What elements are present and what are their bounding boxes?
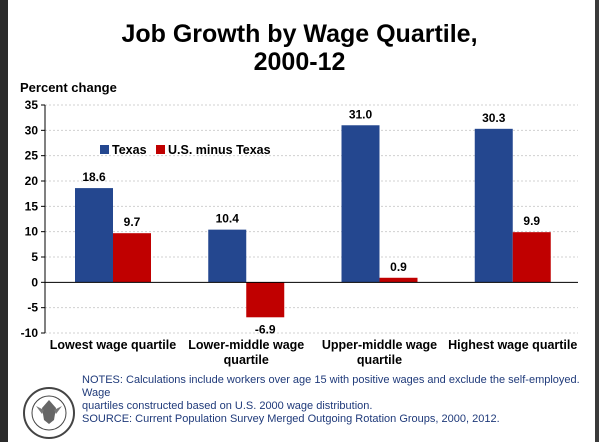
x-category-label: Lower-middle wage xyxy=(188,338,304,352)
chart-title-line-1: Job Growth by Wage Quartile, xyxy=(121,20,478,48)
y-tick-label: 30 xyxy=(25,123,39,137)
y-tick-label: -5 xyxy=(27,301,38,315)
data-label: 31.0 xyxy=(349,107,373,121)
bar-texas xyxy=(341,125,380,283)
notes-line-3: SOURCE: Current Population Survey Merged… xyxy=(82,413,500,425)
y-tick-label: 35 xyxy=(25,98,39,112)
bar-us-minus-texas xyxy=(246,282,285,318)
data-label: 0.9 xyxy=(390,260,407,274)
notes-line-1: NOTES: Calculations include workers over… xyxy=(82,374,580,399)
x-category-label: quartile xyxy=(224,353,269,367)
left-border xyxy=(0,0,8,442)
federal-reserve-seal-icon xyxy=(23,387,75,439)
y-axis-title: Percent change xyxy=(20,80,117,95)
y-tick-label: 25 xyxy=(25,149,39,163)
chart-title-line-2: 2000-12 xyxy=(253,48,346,76)
bar-texas xyxy=(75,188,113,283)
chart-notes: NOTES: Calculations include workers over… xyxy=(82,374,587,426)
legend-texas-swatch xyxy=(100,145,109,154)
data-label: 10.4 xyxy=(216,212,240,226)
bar-us-minus-texas xyxy=(379,277,418,283)
legend-texas-label: Texas xyxy=(112,143,147,157)
data-label: 9.7 xyxy=(124,215,141,229)
data-label: 30.3 xyxy=(482,111,506,125)
x-category-label: Lowest wage quartile xyxy=(50,338,176,352)
legend-us-minus-texas-swatch xyxy=(156,145,165,154)
bar-texas xyxy=(208,229,247,283)
data-label: -6.9 xyxy=(255,322,276,336)
right-border xyxy=(595,0,599,442)
y-tick-label: 10 xyxy=(25,225,39,239)
y-tick-label: 20 xyxy=(25,174,39,188)
y-tick-label: 0 xyxy=(31,275,38,289)
y-tick-label: 15 xyxy=(25,199,39,213)
data-label: 9.9 xyxy=(523,214,540,228)
data-label: 18.6 xyxy=(82,170,106,184)
legend-us-minus-texas-label: U.S. minus Texas xyxy=(168,143,271,157)
bar-us-minus-texas xyxy=(512,232,551,283)
y-tick-label: 5 xyxy=(31,250,38,264)
notes-line-2: quartiles constructed based on U.S. 2000… xyxy=(82,400,373,412)
x-category-label: Upper-middle wage xyxy=(322,338,437,352)
bar-us-minus-texas xyxy=(113,233,151,283)
x-category-label: quartile xyxy=(357,353,402,367)
y-tick-label: -10 xyxy=(21,326,39,340)
x-category-label: Highest wage quartile xyxy=(448,338,577,352)
chart-title: Job Growth by Wage Quartile, 2000-12 xyxy=(0,20,599,76)
bar-texas xyxy=(474,128,513,283)
